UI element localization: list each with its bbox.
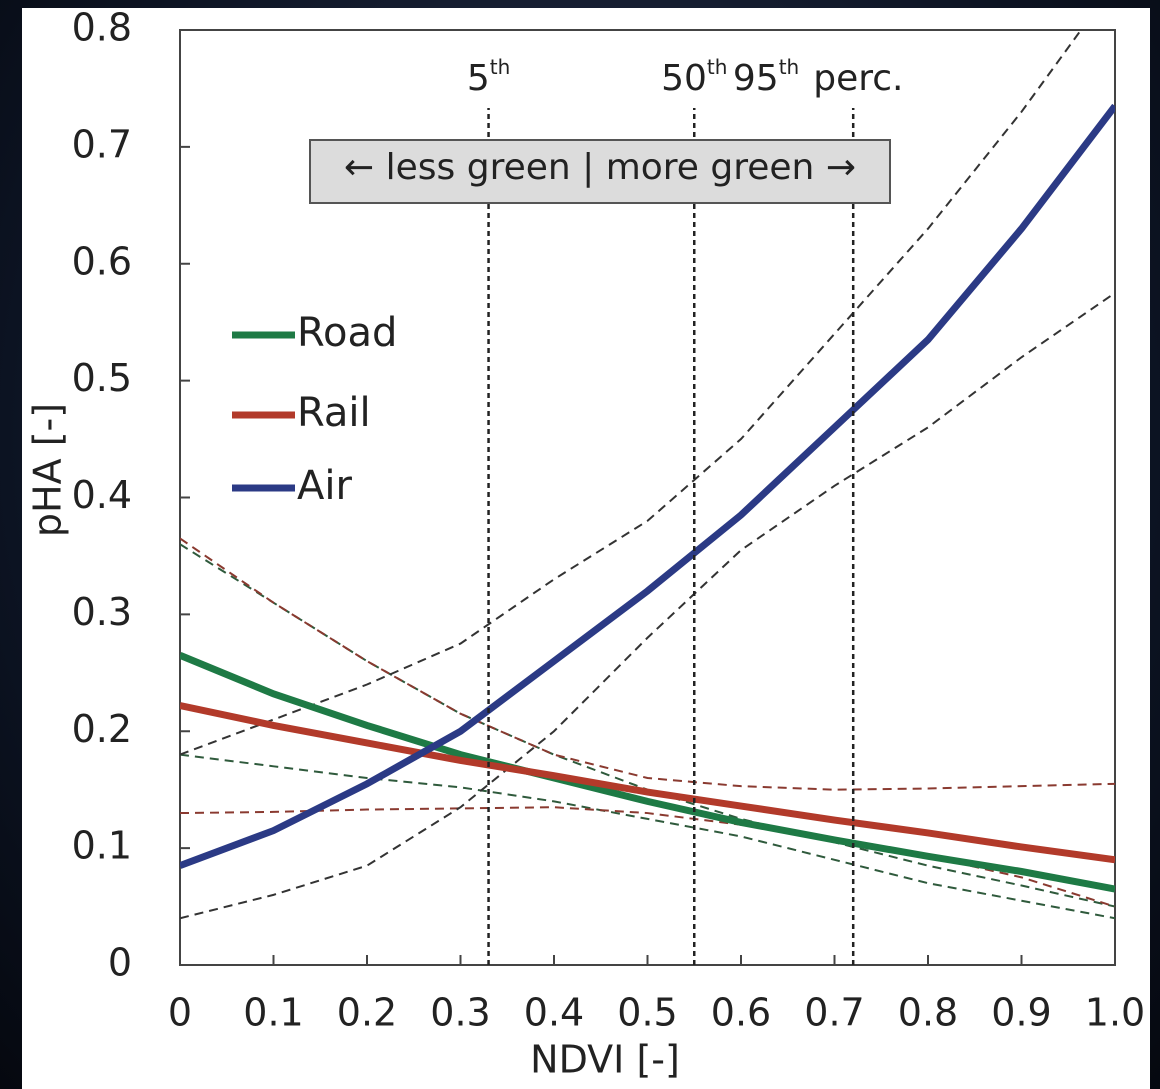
confidence-bound	[180, 30, 1083, 756]
percentile-number: 5	[467, 58, 490, 99]
confidence-bound	[180, 753, 1115, 920]
percentile-superscript: th	[707, 55, 728, 79]
x-tick-label: 0.1	[243, 991, 303, 1035]
x-tick-label: 0.2	[337, 991, 397, 1035]
annotation-box	[309, 139, 891, 204]
confidence-bound	[180, 292, 1115, 920]
y-axis-label: pHA [-]	[26, 403, 70, 537]
annotation: ← less green | more green →	[344, 147, 856, 188]
percentile-label: 50th	[661, 55, 727, 100]
series-line	[180, 103, 1115, 869]
confidence-bound	[180, 806, 1115, 908]
x-tick-label: 0.6	[711, 991, 771, 1035]
confidence-bound	[180, 537, 1115, 791]
series-line	[180, 702, 1115, 864]
x-tick-label: 1.0	[1085, 991, 1145, 1035]
legend-label: Road	[297, 310, 397, 356]
percentile-label: 95th perc.	[733, 55, 904, 100]
y-tick-label: 0.1	[72, 824, 132, 868]
legend-label: Rail	[297, 390, 371, 436]
y-tick-label: 0.3	[72, 590, 132, 634]
percentile-superscript: th	[490, 55, 511, 79]
y-tick-label: 0.8	[72, 6, 132, 50]
y-tick-label: 0	[108, 941, 132, 985]
y-tick-label: 0.6	[72, 239, 132, 283]
percentile-superscript: th	[779, 55, 800, 79]
percentile-number: 95	[733, 58, 779, 99]
y-tick-label: 0.2	[72, 707, 132, 751]
y-tick-label: 0.7	[72, 122, 132, 166]
x-tick-label: 0	[168, 991, 192, 1035]
percentile-number: 50	[661, 58, 707, 99]
y-tick-label: 0.5	[72, 356, 132, 400]
x-tick-label: 0.7	[804, 991, 864, 1035]
plot-area	[180, 30, 1115, 920]
x-tick-label: 0.5	[617, 991, 677, 1035]
legend-label: Air	[297, 463, 352, 509]
x-tick-label: 0.3	[430, 991, 490, 1035]
series-line	[180, 652, 1115, 893]
percentile-suffix: perc.	[813, 58, 903, 99]
x-tick-label: 0.8	[898, 991, 958, 1035]
y-tick-label: 0.4	[72, 473, 132, 517]
x-axis-label: NDVI [-]	[530, 1038, 680, 1082]
x-tick-label: 0.4	[524, 991, 584, 1035]
percentile-label: 5th	[467, 55, 510, 100]
x-tick-label: 0.9	[991, 991, 1051, 1035]
confidence-bound	[180, 543, 1115, 908]
